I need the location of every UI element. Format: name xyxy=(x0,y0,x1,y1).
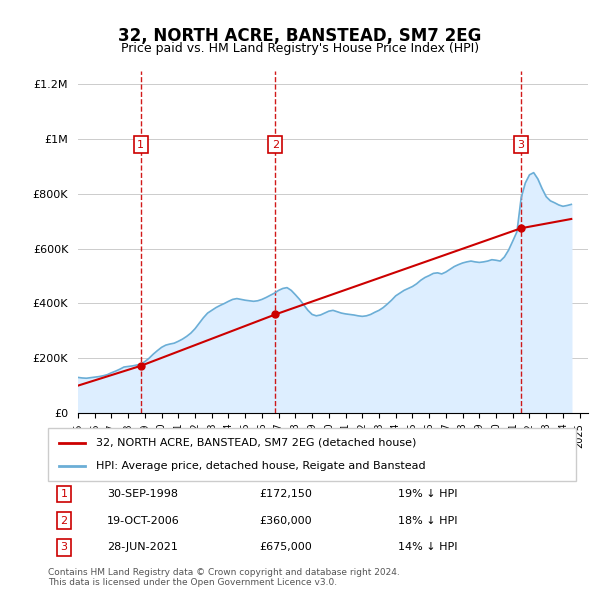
Text: 28-JUN-2021: 28-JUN-2021 xyxy=(107,542,178,552)
Text: This data is licensed under the Open Government Licence v3.0.: This data is licensed under the Open Gov… xyxy=(48,578,337,587)
Text: Price paid vs. HM Land Registry's House Price Index (HPI): Price paid vs. HM Land Registry's House … xyxy=(121,42,479,55)
Text: £360,000: £360,000 xyxy=(259,516,312,526)
Text: HPI: Average price, detached house, Reigate and Banstead: HPI: Average price, detached house, Reig… xyxy=(95,461,425,471)
Text: £675,000: £675,000 xyxy=(259,542,312,552)
FancyBboxPatch shape xyxy=(48,428,576,481)
Text: 2: 2 xyxy=(60,516,67,526)
Text: 2: 2 xyxy=(272,140,279,150)
Text: 19% ↓ HPI: 19% ↓ HPI xyxy=(398,489,458,499)
Text: 32, NORTH ACRE, BANSTEAD, SM7 2EG (detached house): 32, NORTH ACRE, BANSTEAD, SM7 2EG (detac… xyxy=(95,438,416,448)
Text: Contains HM Land Registry data © Crown copyright and database right 2024.: Contains HM Land Registry data © Crown c… xyxy=(48,568,400,576)
Text: 1: 1 xyxy=(61,489,67,499)
Text: 3: 3 xyxy=(518,140,524,150)
Text: £172,150: £172,150 xyxy=(259,489,312,499)
Text: 32, NORTH ACRE, BANSTEAD, SM7 2EG: 32, NORTH ACRE, BANSTEAD, SM7 2EG xyxy=(118,27,482,45)
Text: 18% ↓ HPI: 18% ↓ HPI xyxy=(398,516,458,526)
Text: 19-OCT-2006: 19-OCT-2006 xyxy=(107,516,179,526)
Text: 30-SEP-1998: 30-SEP-1998 xyxy=(107,489,179,499)
Text: 3: 3 xyxy=(61,542,67,552)
Text: 1: 1 xyxy=(137,140,144,150)
Text: 14% ↓ HPI: 14% ↓ HPI xyxy=(398,542,458,552)
